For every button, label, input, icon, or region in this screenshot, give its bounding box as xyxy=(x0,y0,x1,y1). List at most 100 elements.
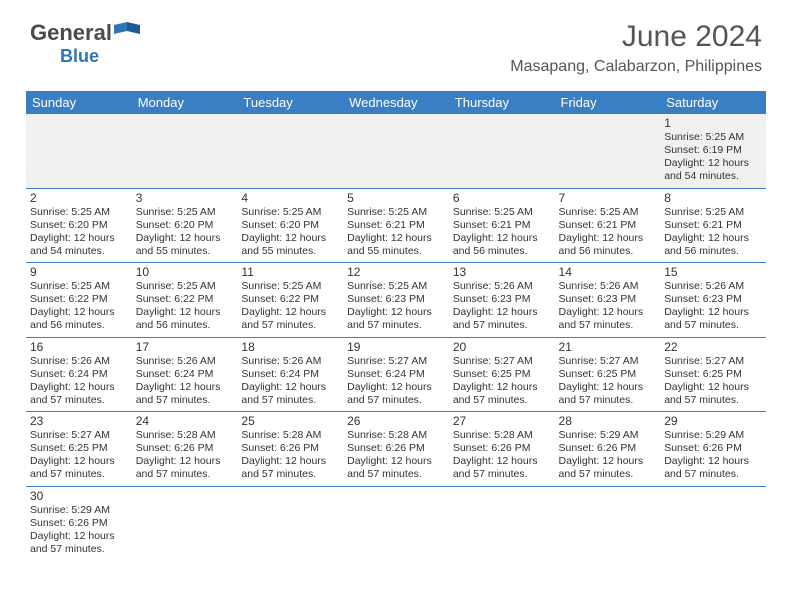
day-info: Sunrise: 5:25 AMSunset: 6:21 PMDaylight:… xyxy=(559,206,657,259)
logo-text-general: General xyxy=(30,20,112,46)
calendar-cell: 21Sunrise: 5:27 AMSunset: 6:25 PMDayligh… xyxy=(555,337,661,412)
calendar-cell: 14Sunrise: 5:26 AMSunset: 6:23 PMDayligh… xyxy=(555,263,661,338)
day-number: 24 xyxy=(136,414,234,428)
day-info: Sunrise: 5:25 AMSunset: 6:22 PMDaylight:… xyxy=(30,280,128,333)
calendar-cell: 26Sunrise: 5:28 AMSunset: 6:26 PMDayligh… xyxy=(343,412,449,487)
day-number: 16 xyxy=(30,340,128,354)
day-number: 21 xyxy=(559,340,657,354)
day-number: 18 xyxy=(241,340,339,354)
day-info: Sunrise: 5:27 AMSunset: 6:25 PMDaylight:… xyxy=(453,355,551,408)
day-info: Sunrise: 5:27 AMSunset: 6:25 PMDaylight:… xyxy=(664,355,762,408)
calendar-table: Sunday Monday Tuesday Wednesday Thursday… xyxy=(26,91,766,560)
day-info: Sunrise: 5:25 AMSunset: 6:19 PMDaylight:… xyxy=(664,131,762,184)
day-number: 30 xyxy=(30,489,128,503)
day-info: Sunrise: 5:28 AMSunset: 6:26 PMDaylight:… xyxy=(453,429,551,482)
header: General June 2024 Masapang, Calabarzon, … xyxy=(0,0,792,81)
calendar-cell: 1Sunrise: 5:25 AMSunset: 6:19 PMDaylight… xyxy=(660,114,766,188)
day-number: 2 xyxy=(30,191,128,205)
calendar-cell: 16Sunrise: 5:26 AMSunset: 6:24 PMDayligh… xyxy=(26,337,132,412)
day-info: Sunrise: 5:28 AMSunset: 6:26 PMDaylight:… xyxy=(347,429,445,482)
day-header-row: Sunday Monday Tuesday Wednesday Thursday… xyxy=(26,91,766,114)
calendar-cell xyxy=(343,486,449,560)
calendar-cell: 15Sunrise: 5:26 AMSunset: 6:23 PMDayligh… xyxy=(660,263,766,338)
day-header: Thursday xyxy=(449,91,555,114)
calendar-cell: 18Sunrise: 5:26 AMSunset: 6:24 PMDayligh… xyxy=(237,337,343,412)
calendar-cell xyxy=(449,114,555,188)
calendar-cell: 29Sunrise: 5:29 AMSunset: 6:26 PMDayligh… xyxy=(660,412,766,487)
calendar-cell: 7Sunrise: 5:25 AMSunset: 6:21 PMDaylight… xyxy=(555,188,661,263)
calendar-row: 2Sunrise: 5:25 AMSunset: 6:20 PMDaylight… xyxy=(26,188,766,263)
day-number: 4 xyxy=(241,191,339,205)
day-info: Sunrise: 5:25 AMSunset: 6:21 PMDaylight:… xyxy=(453,206,551,259)
calendar-row: 9Sunrise: 5:25 AMSunset: 6:22 PMDaylight… xyxy=(26,263,766,338)
day-info: Sunrise: 5:28 AMSunset: 6:26 PMDaylight:… xyxy=(241,429,339,482)
calendar-cell xyxy=(132,486,238,560)
calendar-cell: 30Sunrise: 5:29 AMSunset: 6:26 PMDayligh… xyxy=(26,486,132,560)
calendar-cell: 24Sunrise: 5:28 AMSunset: 6:26 PMDayligh… xyxy=(132,412,238,487)
day-info: Sunrise: 5:26 AMSunset: 6:23 PMDaylight:… xyxy=(664,280,762,333)
calendar-cell: 10Sunrise: 5:25 AMSunset: 6:22 PMDayligh… xyxy=(132,263,238,338)
calendar-cell: 4Sunrise: 5:25 AMSunset: 6:20 PMDaylight… xyxy=(237,188,343,263)
day-info: Sunrise: 5:27 AMSunset: 6:24 PMDaylight:… xyxy=(347,355,445,408)
calendar-cell: 9Sunrise: 5:25 AMSunset: 6:22 PMDaylight… xyxy=(26,263,132,338)
day-number: 5 xyxy=(347,191,445,205)
calendar-cell: 6Sunrise: 5:25 AMSunset: 6:21 PMDaylight… xyxy=(449,188,555,263)
calendar-cell: 8Sunrise: 5:25 AMSunset: 6:21 PMDaylight… xyxy=(660,188,766,263)
day-number: 11 xyxy=(241,265,339,279)
day-number: 25 xyxy=(241,414,339,428)
calendar-cell xyxy=(26,114,132,188)
calendar-cell xyxy=(449,486,555,560)
day-header: Saturday xyxy=(660,91,766,114)
calendar-cell xyxy=(555,114,661,188)
day-info: Sunrise: 5:25 AMSunset: 6:21 PMDaylight:… xyxy=(347,206,445,259)
day-info: Sunrise: 5:25 AMSunset: 6:20 PMDaylight:… xyxy=(30,206,128,259)
day-info: Sunrise: 5:29 AMSunset: 6:26 PMDaylight:… xyxy=(559,429,657,482)
day-info: Sunrise: 5:26 AMSunset: 6:24 PMDaylight:… xyxy=(241,355,339,408)
day-header: Friday xyxy=(555,91,661,114)
day-info: Sunrise: 5:29 AMSunset: 6:26 PMDaylight:… xyxy=(30,504,128,557)
calendar-cell: 19Sunrise: 5:27 AMSunset: 6:24 PMDayligh… xyxy=(343,337,449,412)
calendar-cell: 3Sunrise: 5:25 AMSunset: 6:20 PMDaylight… xyxy=(132,188,238,263)
day-number: 20 xyxy=(453,340,551,354)
day-info: Sunrise: 5:28 AMSunset: 6:26 PMDaylight:… xyxy=(136,429,234,482)
day-info: Sunrise: 5:26 AMSunset: 6:23 PMDaylight:… xyxy=(453,280,551,333)
calendar-row: 30Sunrise: 5:29 AMSunset: 6:26 PMDayligh… xyxy=(26,486,766,560)
logo: General xyxy=(30,20,142,46)
flag-icon xyxy=(114,20,140,46)
calendar-cell: 22Sunrise: 5:27 AMSunset: 6:25 PMDayligh… xyxy=(660,337,766,412)
day-number: 22 xyxy=(664,340,762,354)
title-block: June 2024 Masapang, Calabarzon, Philippi… xyxy=(510,20,762,76)
day-number: 28 xyxy=(559,414,657,428)
calendar-cell: 5Sunrise: 5:25 AMSunset: 6:21 PMDaylight… xyxy=(343,188,449,263)
day-info: Sunrise: 5:27 AMSunset: 6:25 PMDaylight:… xyxy=(559,355,657,408)
day-info: Sunrise: 5:26 AMSunset: 6:23 PMDaylight:… xyxy=(559,280,657,333)
day-number: 8 xyxy=(664,191,762,205)
day-info: Sunrise: 5:29 AMSunset: 6:26 PMDaylight:… xyxy=(664,429,762,482)
calendar-row: 1Sunrise: 5:25 AMSunset: 6:19 PMDaylight… xyxy=(26,114,766,188)
day-number: 6 xyxy=(453,191,551,205)
calendar-cell: 20Sunrise: 5:27 AMSunset: 6:25 PMDayligh… xyxy=(449,337,555,412)
calendar-cell: 13Sunrise: 5:26 AMSunset: 6:23 PMDayligh… xyxy=(449,263,555,338)
day-number: 17 xyxy=(136,340,234,354)
day-info: Sunrise: 5:26 AMSunset: 6:24 PMDaylight:… xyxy=(30,355,128,408)
day-info: Sunrise: 5:25 AMSunset: 6:20 PMDaylight:… xyxy=(136,206,234,259)
calendar-cell: 27Sunrise: 5:28 AMSunset: 6:26 PMDayligh… xyxy=(449,412,555,487)
day-number: 9 xyxy=(30,265,128,279)
calendar-cell: 25Sunrise: 5:28 AMSunset: 6:26 PMDayligh… xyxy=(237,412,343,487)
calendar-cell xyxy=(132,114,238,188)
day-info: Sunrise: 5:25 AMSunset: 6:22 PMDaylight:… xyxy=(136,280,234,333)
day-info: Sunrise: 5:25 AMSunset: 6:20 PMDaylight:… xyxy=(241,206,339,259)
calendar-row: 23Sunrise: 5:27 AMSunset: 6:25 PMDayligh… xyxy=(26,412,766,487)
day-info: Sunrise: 5:25 AMSunset: 6:23 PMDaylight:… xyxy=(347,280,445,333)
calendar-row: 16Sunrise: 5:26 AMSunset: 6:24 PMDayligh… xyxy=(26,337,766,412)
calendar-cell: 28Sunrise: 5:29 AMSunset: 6:26 PMDayligh… xyxy=(555,412,661,487)
day-number: 23 xyxy=(30,414,128,428)
day-number: 3 xyxy=(136,191,234,205)
day-info: Sunrise: 5:26 AMSunset: 6:24 PMDaylight:… xyxy=(136,355,234,408)
location-text: Masapang, Calabarzon, Philippines xyxy=(510,58,762,76)
day-header: Monday xyxy=(132,91,238,114)
calendar-cell xyxy=(237,486,343,560)
day-number: 13 xyxy=(453,265,551,279)
day-number: 15 xyxy=(664,265,762,279)
calendar-cell xyxy=(237,114,343,188)
